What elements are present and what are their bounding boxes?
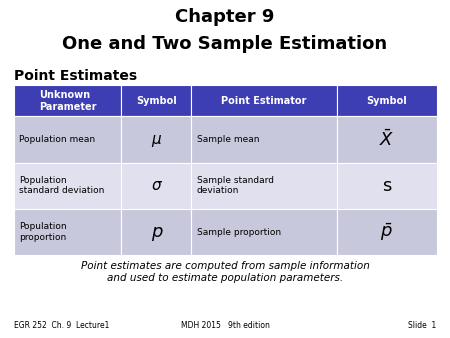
Text: σ: σ (152, 178, 161, 193)
Bar (337, 116, 436, 163)
Bar (122, 116, 191, 163)
Text: Symbol: Symbol (136, 96, 177, 106)
Bar (337, 85, 436, 116)
Text: One and Two Sample Estimation: One and Two Sample Estimation (63, 35, 387, 53)
Text: Population
standard deviation: Population standard deviation (19, 176, 104, 195)
Bar (14, 209, 122, 255)
Bar (14, 163, 122, 209)
Text: Symbol: Symbol (366, 96, 407, 106)
Text: MDH 2015   9th edition: MDH 2015 9th edition (180, 320, 270, 330)
Text: Slide  1: Slide 1 (408, 320, 436, 330)
Bar (191, 116, 337, 163)
Bar (122, 163, 191, 209)
Text: Population
proportion: Population proportion (19, 222, 67, 242)
Text: p: p (151, 223, 162, 241)
Text: Point estimates are computed from sample information
and used to estimate popula: Point estimates are computed from sample… (81, 261, 369, 283)
Bar (14, 85, 122, 116)
Text: μ: μ (151, 132, 161, 147)
Text: EGR 252  Ch. 9  Lecture1: EGR 252 Ch. 9 Lecture1 (14, 320, 109, 330)
Text: Point Estimates: Point Estimates (14, 69, 137, 83)
Text: Sample mean: Sample mean (197, 135, 259, 144)
Bar (191, 85, 337, 116)
Bar (14, 116, 122, 163)
Text: Population mean: Population mean (19, 135, 95, 144)
Text: Chapter 9: Chapter 9 (176, 8, 274, 26)
Text: Point Estimator: Point Estimator (221, 96, 307, 106)
Text: Sample proportion: Sample proportion (197, 227, 281, 237)
Bar (337, 163, 436, 209)
Text: Unknown
Parameter: Unknown Parameter (39, 90, 96, 112)
Text: Sample standard
deviation: Sample standard deviation (197, 176, 274, 195)
Text: $\bar{p}$: $\bar{p}$ (381, 221, 393, 243)
Bar (122, 85, 191, 116)
Text: s: s (382, 177, 392, 195)
Bar (191, 163, 337, 209)
Text: $\bar{X}$: $\bar{X}$ (379, 129, 395, 150)
Bar (122, 209, 191, 255)
Bar (337, 209, 436, 255)
Bar (191, 209, 337, 255)
